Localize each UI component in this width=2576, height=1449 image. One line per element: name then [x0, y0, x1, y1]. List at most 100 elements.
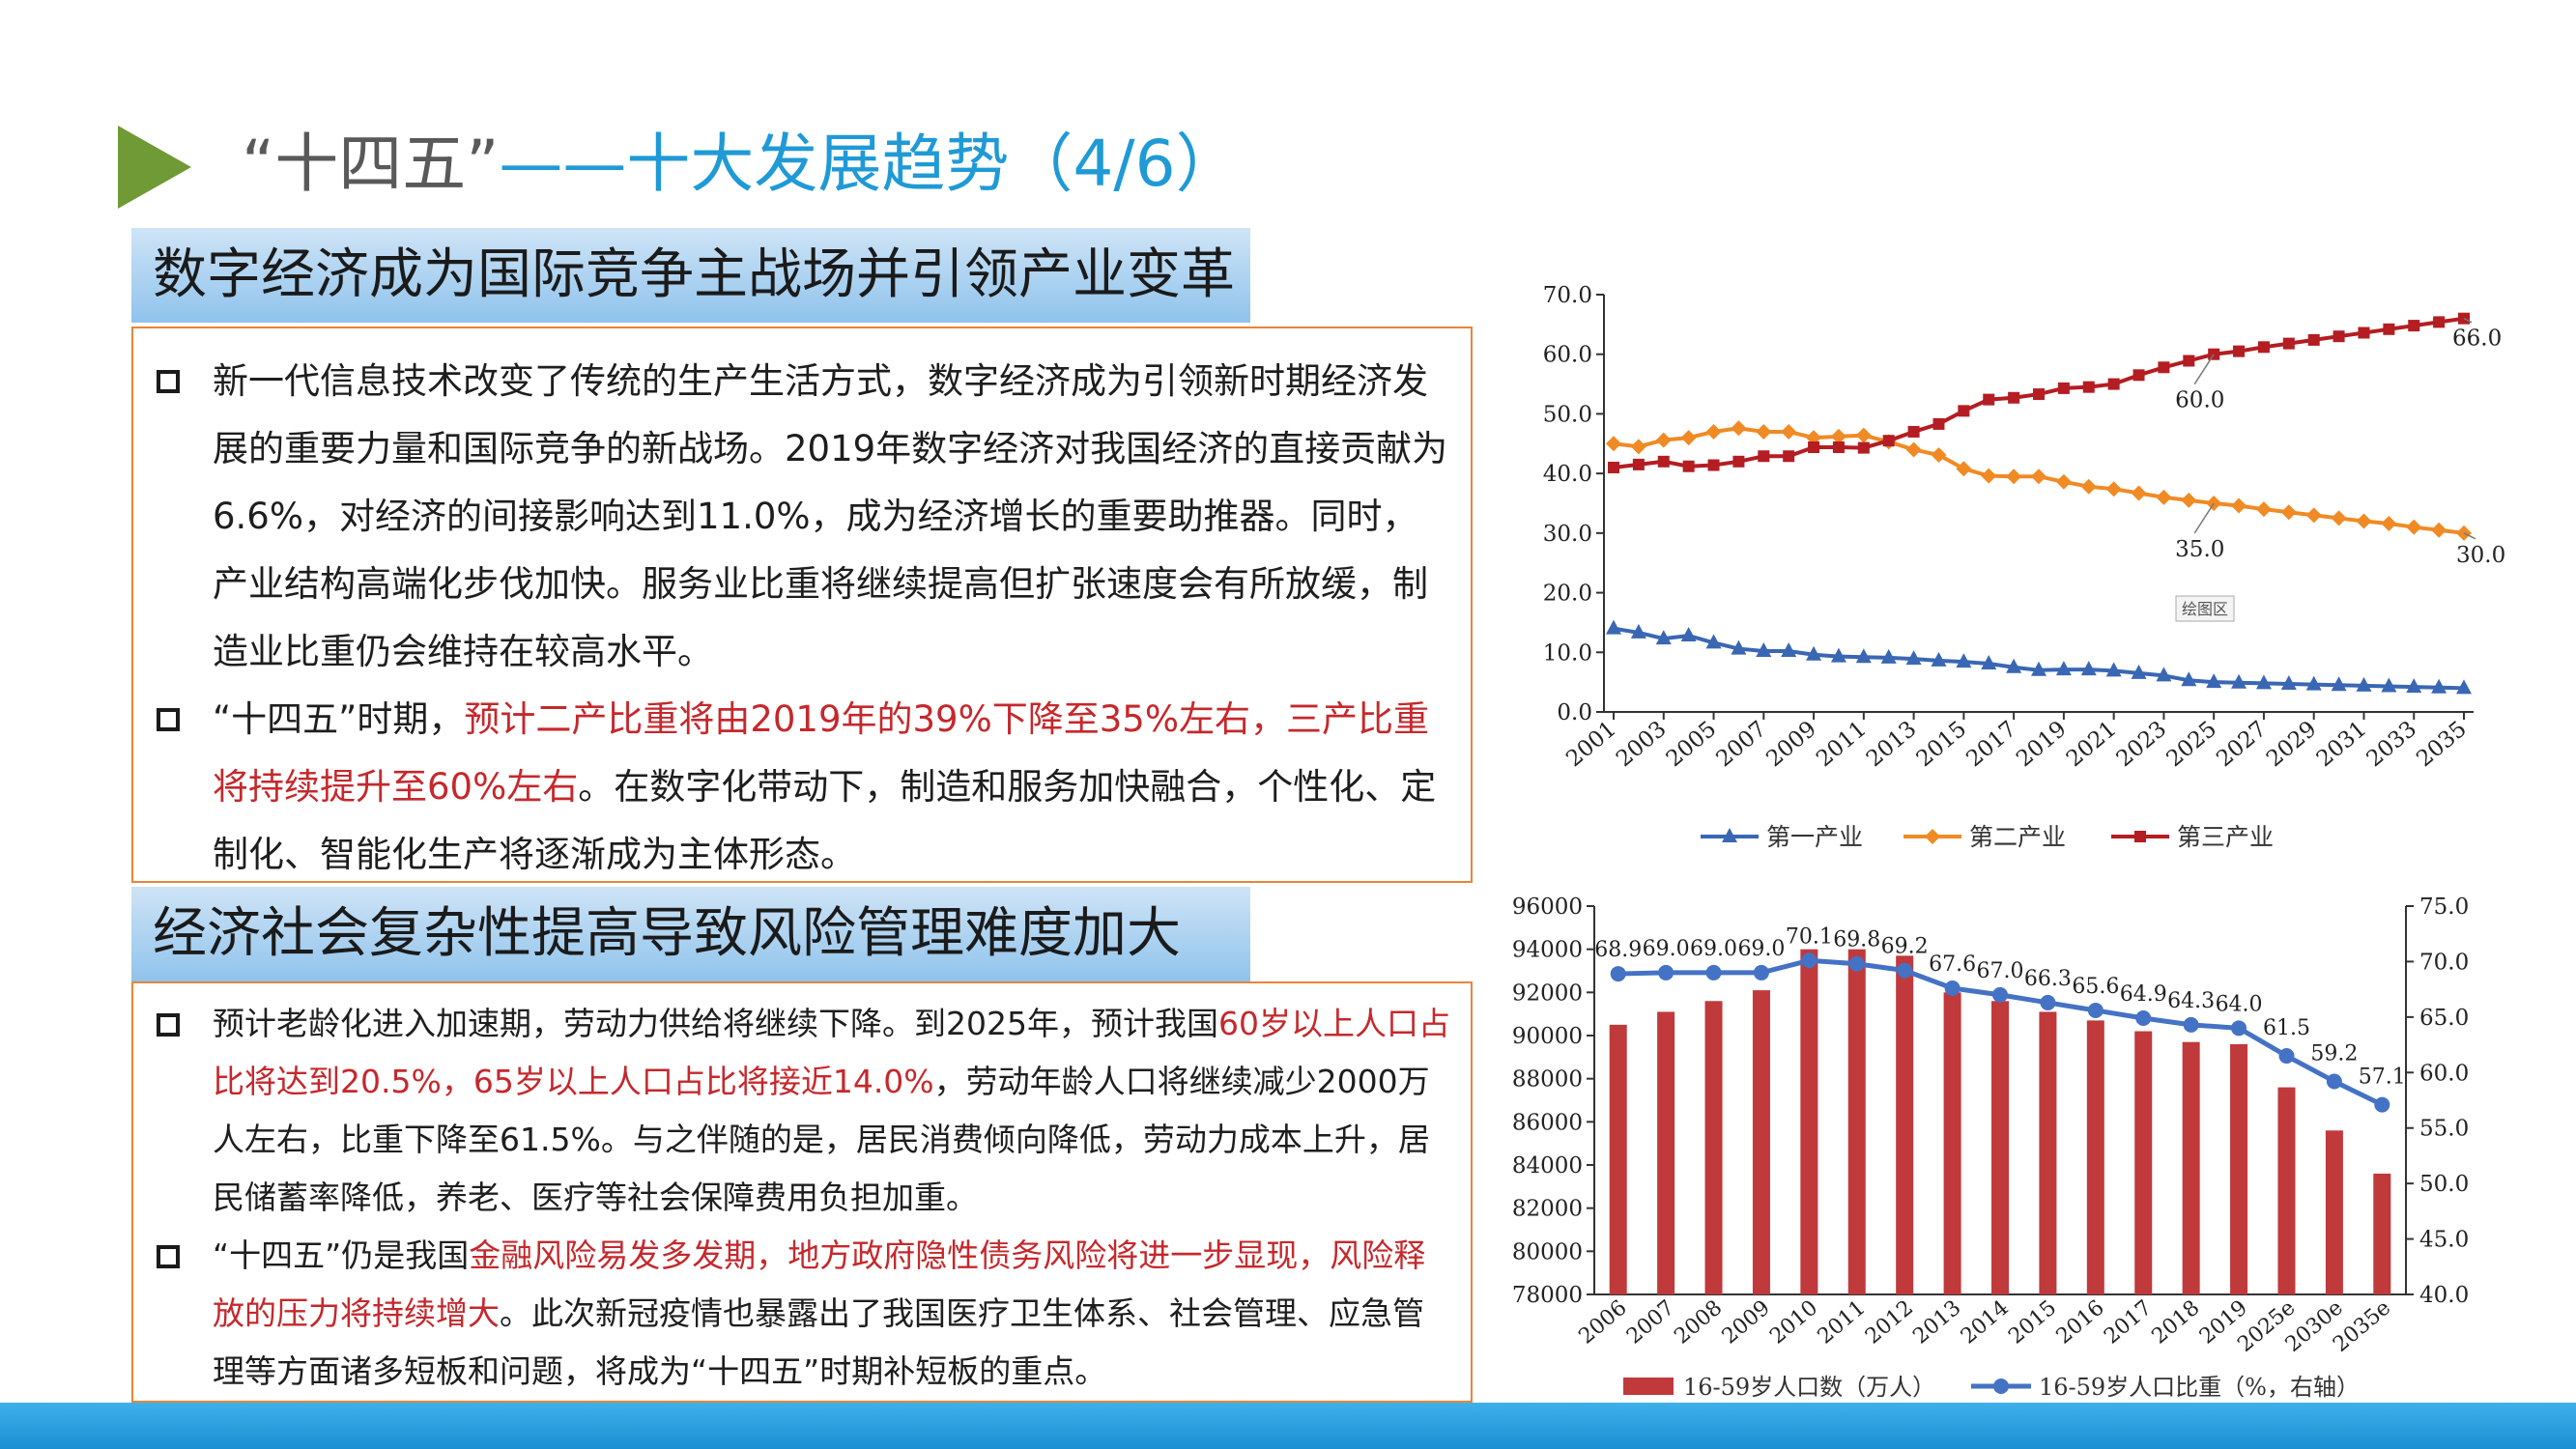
y-tick-label: 40.0 — [1543, 462, 1592, 487]
data-point — [2040, 994, 2056, 1010]
data-point — [2431, 678, 2447, 694]
y-tick-label: 0.0 — [1557, 700, 1592, 725]
data-point — [2231, 673, 2247, 689]
data-point — [2183, 355, 2195, 367]
data-point — [1705, 964, 1722, 980]
data-point — [1944, 980, 1961, 996]
data-point — [1897, 962, 1913, 979]
y-tick-label: 50.0 — [1543, 402, 1592, 427]
data-point — [2233, 345, 2246, 357]
data-point — [1880, 648, 1897, 664]
annotation-leader — [2463, 532, 2476, 540]
bullet-text-post: 。在数字化带动下，制造和服务加快融合，个性化、定制化、智能化生产将逐渐成为主体形… — [213, 766, 1437, 875]
data-point — [2006, 658, 2022, 673]
bar — [1991, 1001, 2009, 1294]
right-tick-label: 45.0 — [2419, 1228, 2469, 1253]
data-point — [1655, 630, 1672, 645]
data-point — [2255, 674, 2272, 690]
bar — [2134, 1031, 2153, 1294]
data-point — [2231, 1020, 2247, 1037]
checkbox-square-icon — [157, 708, 180, 731]
bar — [1752, 990, 1770, 1294]
data-point — [2080, 478, 2097, 495]
data-point — [2135, 1010, 2152, 1027]
data-point — [2082, 381, 2095, 393]
bar — [1847, 949, 1866, 1294]
right-tick-label: 40.0 — [2419, 1283, 2469, 1308]
section1-heading: 数字经济成为国际竞争主战场并引领产业变革 — [131, 228, 1250, 323]
title-part1: “十四五” — [242, 127, 500, 201]
legend-swatch — [1623, 1378, 1674, 1395]
legend-marker — [1722, 828, 1737, 842]
data-point — [2105, 481, 2122, 497]
data-label: 69.0 — [1737, 937, 1785, 961]
bullet-text: 新一代信息技术改变了传统的生产生活方式，数字经济成为引领新时期经济发展的重要力量… — [213, 360, 1448, 672]
data-point — [2257, 341, 2270, 354]
data-point — [2055, 473, 2072, 490]
data-label: 59.2 — [2310, 1041, 2358, 1065]
legend-label: 第一产业 — [1766, 823, 1863, 851]
bullet-text-pre: 预计老龄化进入加速期，劳动力供给将继续下降。到2025年，预计我国 — [213, 1005, 1218, 1042]
data-point — [2305, 675, 2322, 691]
data-point — [2008, 391, 2020, 404]
checkbox-square-icon — [157, 1245, 180, 1268]
data-point — [2406, 678, 2422, 694]
data-point — [2307, 333, 2320, 346]
data-point — [2356, 513, 2372, 529]
data-label: 66.3 — [2024, 967, 2072, 991]
data-point — [2055, 661, 2072, 676]
title-part2: ——十大发展趋势（4/6） — [499, 127, 1240, 201]
data-point — [2006, 469, 2022, 485]
data-point — [1655, 432, 1672, 448]
data-point — [2331, 676, 2347, 692]
section2-heading: 经济社会复杂性提高导致风险管理难度加大 — [131, 887, 1250, 981]
data-point — [2131, 485, 2147, 501]
data-point — [1606, 619, 1621, 635]
data-point — [2181, 492, 2197, 508]
data-point — [1753, 964, 1769, 980]
section1-bullet-2: “十四五”时期，预计二产比重将由2019年的39%下降至35%左右，三产比重将持… — [133, 686, 1453, 889]
bar — [1943, 992, 1961, 1294]
data-label: 61.5 — [2263, 1016, 2310, 1040]
data-point — [1731, 420, 1747, 437]
data-point — [2383, 323, 2395, 335]
left-tick-label: 82000 — [1512, 1197, 1583, 1222]
section1-bullet-1: 新一代信息技术改变了传统的生产生活方式，数字经济成为引领新时期经济发展的重要力量… — [133, 348, 1453, 686]
data-point — [1756, 423, 1772, 440]
data-point — [2031, 469, 2046, 485]
bar — [2086, 1020, 2104, 1294]
y-tick-label: 10.0 — [1543, 640, 1592, 666]
plot-area-tag-box — [2175, 595, 2235, 622]
data-label: 67.6 — [1929, 952, 1976, 977]
right-tick-label: 65.0 — [2419, 1006, 2469, 1031]
data-label: 64.9 — [2120, 982, 2167, 1007]
data-point — [1931, 651, 1947, 667]
annotation-label: 66.0 — [2452, 327, 2502, 352]
bullet-text-highlight: 预计二产比重将由2019年的39%下降至35%左右，三产比重将持续提升至60%左… — [213, 698, 1429, 808]
left-tick-label: 94000 — [1512, 938, 1583, 963]
data-label: 69.0 — [1643, 937, 1690, 961]
data-label: 69.2 — [1881, 935, 1929, 959]
data-point — [1958, 405, 1970, 417]
data-point — [2433, 316, 2446, 328]
data-point — [1732, 455, 1745, 468]
slide-title: “十四五”——十大发展趋势（4/6） — [242, 116, 1240, 213]
data-point — [1848, 955, 1865, 972]
data-point — [2156, 667, 2172, 682]
data-point — [1905, 650, 1922, 666]
data-point — [1956, 461, 1972, 477]
bullet-text-pre: “十四五”仍是我国 — [213, 1236, 470, 1274]
data-point — [1680, 627, 1697, 642]
left-tick-label: 84000 — [1512, 1153, 1583, 1179]
data-point — [1680, 430, 1697, 446]
right-tick-label: 75.0 — [2419, 895, 2469, 920]
data-point — [1658, 964, 1674, 980]
data-point — [2431, 522, 2447, 538]
bar — [1657, 1011, 1675, 1294]
data-point — [2087, 1002, 2104, 1018]
left-tick-label: 86000 — [1512, 1110, 1583, 1135]
data-label: 64.3 — [2167, 989, 2215, 1013]
right-tick-label: 70.0 — [2419, 950, 2469, 975]
legend-label: 16-59岁人口数（万人） — [1683, 1374, 1935, 1401]
data-point — [1882, 435, 1895, 447]
